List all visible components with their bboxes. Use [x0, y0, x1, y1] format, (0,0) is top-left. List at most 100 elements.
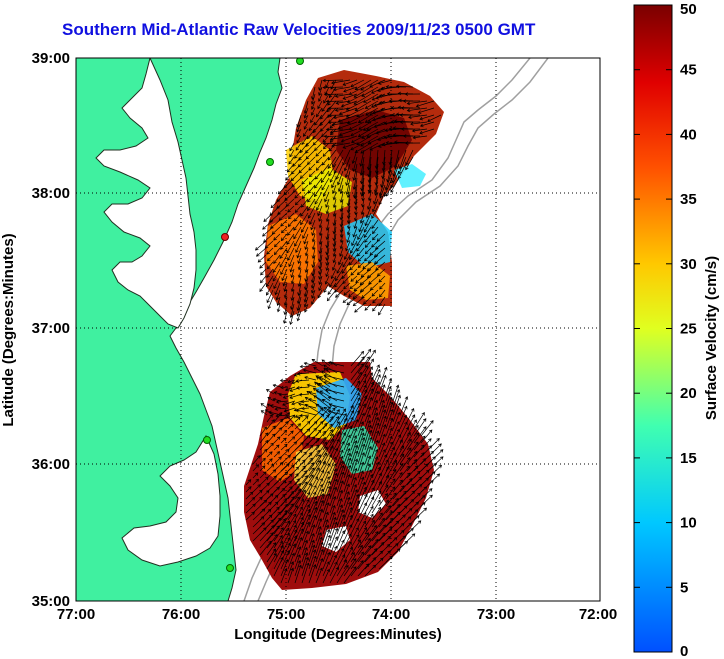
velocity-arrow	[350, 476, 357, 493]
velocity-arrow	[392, 394, 401, 416]
velocity-arrow	[343, 247, 351, 260]
velocity-arrow	[303, 289, 309, 303]
velocity-arrow	[262, 219, 274, 230]
velocity-arrow	[322, 416, 334, 430]
velocity-arrow	[309, 212, 316, 225]
velocity-arrow	[338, 107, 358, 116]
velocity-arrow	[343, 496, 351, 514]
velocity-arrow	[364, 479, 375, 500]
velocity-arrow	[301, 184, 309, 192]
velocity-arrow	[294, 465, 306, 479]
x-tick-label: 77:00	[57, 606, 95, 623]
velocity-arrow	[356, 268, 365, 276]
velocity-arrow	[318, 226, 323, 237]
velocity-arrow	[310, 107, 316, 116]
velocity-arrow	[342, 254, 351, 268]
velocity-arrow	[336, 559, 347, 577]
velocity-arrow	[274, 407, 289, 411]
velocity-arrow	[377, 86, 393, 93]
velocity-arrow	[367, 191, 372, 202]
velocity-arrow	[364, 349, 376, 367]
x-tick-label: 73:00	[477, 606, 515, 623]
velocity-arrow	[301, 530, 310, 549]
velocity-arrow	[308, 506, 318, 528]
velocity-arrow	[325, 205, 330, 215]
velocity-arrow	[350, 483, 358, 500]
velocity-arrow	[405, 156, 414, 171]
velocity-arrow	[413, 452, 425, 465]
velocity-arrow	[301, 491, 311, 507]
velocity-arrow	[358, 121, 372, 130]
velocity-arrow	[343, 483, 350, 500]
velocity-arrow	[257, 254, 267, 263]
velocity-arrow	[329, 438, 340, 458]
velocity-arrow	[321, 359, 331, 367]
velocity-arrow	[329, 504, 336, 521]
velocity-arrow	[304, 261, 309, 273]
velocity-arrow	[390, 170, 400, 189]
velocity-arrow	[294, 481, 308, 500]
velocity-arrow	[315, 163, 323, 171]
velocity-arrow	[342, 149, 351, 166]
velocity-arrow	[325, 99, 344, 104]
velocity-arrow	[385, 84, 407, 89]
velocity-arrow	[274, 282, 281, 296]
velocity-arrow	[266, 553, 277, 570]
velocity-arrow	[286, 240, 295, 254]
velocity-arrow	[357, 443, 366, 465]
velocity-arrow	[325, 388, 345, 395]
velocity-arrow	[343, 452, 352, 472]
velocity-arrow	[406, 476, 422, 493]
velocity-arrow	[371, 456, 379, 472]
velocity-arrow	[343, 524, 353, 542]
grid	[76, 58, 600, 601]
velocity-arrow	[378, 399, 385, 416]
velocity-arrow	[392, 485, 405, 500]
velocity-arrow	[332, 247, 337, 258]
velocity-arrow	[304, 403, 324, 416]
velocity-arrow	[371, 439, 379, 458]
velocity-arrow	[320, 170, 330, 183]
velocity-arrow	[286, 233, 295, 245]
velocity-arrow	[301, 546, 308, 563]
velocity-arrow	[323, 142, 330, 150]
velocity-arrow	[301, 421, 311, 430]
colorbar-tick-label: 40	[680, 126, 697, 143]
velocity-arrow	[374, 184, 379, 196]
velocity-arrow	[294, 198, 302, 206]
velocity-arrow	[280, 511, 292, 528]
velocity-arrow	[280, 385, 289, 390]
velocity-arrow	[303, 296, 309, 308]
velocity-arrow	[357, 545, 372, 563]
velocity-arrow	[378, 415, 387, 437]
velocity-arrow	[252, 508, 266, 521]
velocity-arrow	[314, 177, 323, 189]
velocity-arrow	[420, 445, 433, 458]
velocity-arrow	[322, 423, 333, 437]
velocity-arrow	[308, 177, 316, 185]
velocity-arrow	[300, 219, 309, 233]
velocity-arrow	[343, 533, 352, 549]
velocity-arrow	[335, 100, 351, 105]
velocity-arrow	[371, 416, 380, 437]
velocity-arrow	[252, 472, 259, 479]
velocity-arrow	[287, 478, 300, 493]
velocity-arrow	[342, 142, 358, 149]
velocity-arrow	[378, 442, 386, 458]
velocity-arrow	[280, 532, 290, 549]
velocity-arrow	[266, 542, 277, 556]
velocity-arrow	[294, 489, 306, 507]
velocity-arrow	[294, 546, 302, 563]
velocity-arrow	[336, 408, 346, 423]
velocity-arrow	[273, 549, 285, 570]
velocity-arrow	[266, 478, 282, 493]
velocity-arrow	[334, 107, 351, 112]
velocity-arrow	[266, 548, 276, 563]
velocity-arrow	[296, 135, 302, 144]
velocity-arrow	[289, 149, 295, 158]
velocity-arrow	[364, 513, 374, 528]
velocity-arrow	[273, 545, 284, 563]
velocity-arrow	[294, 559, 302, 577]
velocity-arrow	[323, 93, 330, 104]
velocity-arrow	[344, 163, 351, 179]
